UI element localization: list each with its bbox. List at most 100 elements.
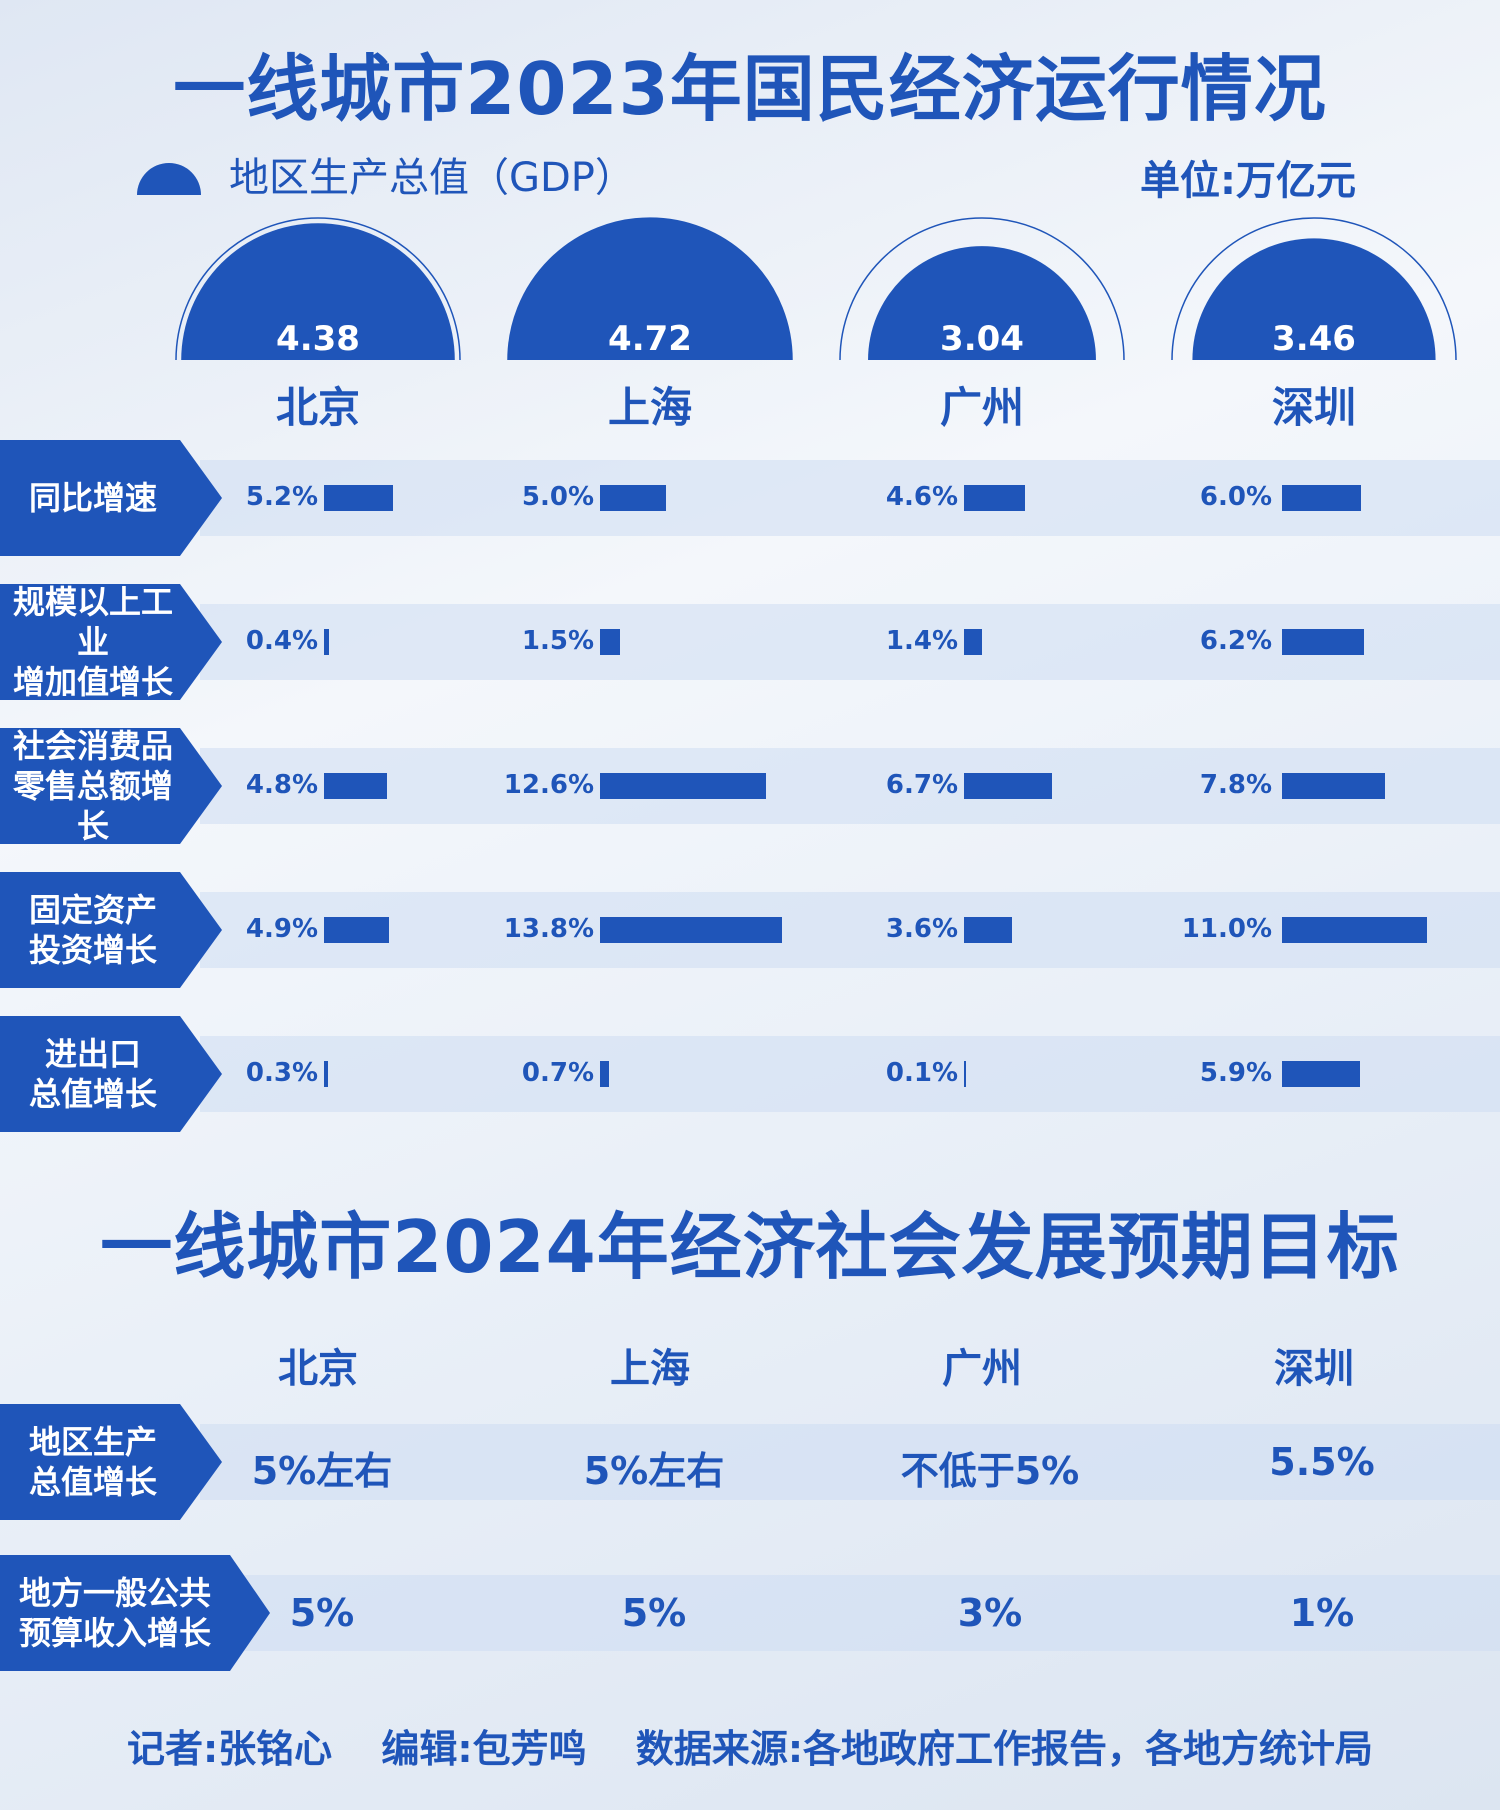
- city-label-0: 北京: [275, 383, 360, 432]
- value-label: 3.6%: [885, 914, 958, 944]
- row-tag-line: 固定资产: [28, 891, 157, 929]
- bar: [964, 917, 1012, 943]
- bar: [1282, 629, 1364, 655]
- row-tag-line: 同比增速: [28, 479, 157, 517]
- bar: [964, 1061, 966, 1087]
- gdp-semicircle-2: [868, 246, 1096, 360]
- gdp-ring-3: [1171, 217, 1457, 361]
- bar: [1282, 773, 1385, 799]
- row-tag-4: 进出口 总值增长: [0, 1016, 222, 1132]
- gdp-semicircle-1: [508, 218, 792, 360]
- value-label: 6.0%: [1199, 482, 1272, 512]
- value-label: 0.1%: [885, 1058, 958, 1088]
- target-tag-line: 地区生产: [28, 1423, 157, 1461]
- target-tag-0: 地区生产 总值增长: [0, 1404, 222, 1520]
- value-label: 4.8%: [245, 770, 318, 800]
- bar: [600, 485, 666, 511]
- gdp-chart: 4.38 4.72 3.04 3.46: [175, 217, 1457, 361]
- row-tag-2: 社会消费品 零售总额增长: [0, 728, 222, 844]
- title-2023: 一线城市2023年国民经济运行情况: [173, 47, 1327, 131]
- target-value: 5%左右: [251, 1449, 393, 1493]
- gdp-ring-0: [175, 217, 461, 361]
- bar: [600, 773, 767, 799]
- value-label: 1.5%: [521, 626, 594, 656]
- target-value: 5%: [621, 1591, 687, 1635]
- target-band-1: [200, 1575, 1500, 1651]
- value-label: 0.7%: [521, 1058, 594, 1088]
- target-band-0: [200, 1424, 1500, 1500]
- row-tag-line: 进出口: [44, 1035, 141, 1073]
- target-tag-line: 地方一般公共: [18, 1574, 211, 1612]
- legend-label: 地区生产总值（GDP）: [229, 155, 635, 201]
- bar: [964, 485, 1025, 511]
- row-tag-0: 同比增速: [0, 440, 222, 556]
- gdp-value-label-1: 4.72: [608, 319, 692, 359]
- value-label: 6.7%: [885, 770, 958, 800]
- data-source: 数据来源:各地政府工作报告，各地方统计局: [635, 1727, 1374, 1771]
- reporter: 记者:张铭心: [126, 1727, 333, 1771]
- bar: [964, 773, 1053, 799]
- bar: [600, 1061, 610, 1087]
- target-city-label-0: 北京: [278, 1346, 358, 1392]
- target-city-label-3: 深圳: [1274, 1346, 1354, 1392]
- value-label: 13.8%: [503, 914, 594, 944]
- bar: [600, 629, 620, 655]
- city-label-3: 深圳: [1271, 383, 1356, 432]
- target-value: 5.5%: [1269, 1440, 1375, 1484]
- value-label: 1.4%: [885, 626, 958, 656]
- value-label: 5.2%: [245, 482, 318, 512]
- value-label: 7.8%: [1199, 770, 1272, 800]
- value-label: 11.0%: [1181, 914, 1272, 944]
- target-tag-line: 总值增长: [28, 1463, 157, 1501]
- title-2024: 一线城市2024年经济社会发展预期目标: [100, 1205, 1400, 1289]
- target-value: 5%: [289, 1591, 355, 1635]
- gdp-value-label-2: 3.04: [940, 319, 1024, 359]
- row-tag-line: 增加值增长: [12, 663, 173, 701]
- value-label: 4.9%: [245, 914, 318, 944]
- value-label: 0.3%: [245, 1058, 318, 1088]
- bar: [1282, 1061, 1360, 1087]
- city-label-2: 广州: [939, 383, 1024, 432]
- bar: [324, 773, 388, 799]
- value-label: 6.2%: [1199, 626, 1272, 656]
- semicircle-icon: [137, 163, 201, 195]
- bar: [600, 917, 783, 943]
- target-value: 1%: [1289, 1591, 1355, 1635]
- value-label: 4.6%: [885, 482, 958, 512]
- bar: [964, 629, 983, 655]
- target-city-label-2: 广州: [942, 1346, 1022, 1392]
- row-tag-line: 零售总额增长: [12, 767, 173, 845]
- value-label: 5.0%: [521, 482, 594, 512]
- bar: [324, 629, 330, 655]
- row-tag-line: 规模以上工业: [12, 583, 173, 661]
- target-tag-line: 预算收入增长: [18, 1614, 211, 1652]
- gdp-semicircle-3: [1192, 238, 1436, 360]
- bar: [324, 485, 393, 511]
- row-tag-line: 总值增长: [28, 1075, 157, 1113]
- row-tag-line: 社会消费品: [12, 727, 173, 765]
- value-label: 0.4%: [245, 626, 318, 656]
- bar: [324, 1061, 328, 1087]
- gdp-legend: 地区生产总值（GDP）: [137, 152, 635, 201]
- gdp-value-label-0: 4.38: [276, 319, 360, 359]
- row-tag-1: 规模以上工业 增加值增长: [0, 584, 222, 700]
- editor: 编辑:包芳鸣: [381, 1727, 587, 1771]
- bar: [324, 917, 389, 943]
- value-label: 5.9%: [1199, 1058, 1272, 1088]
- target-city-label-1: 上海: [610, 1346, 690, 1392]
- target-value: 3%: [957, 1591, 1023, 1635]
- gdp-ring-2: [839, 217, 1125, 361]
- credits: 记者:张铭心 编辑:包芳鸣 数据来源:各地政府工作报告，各地方统计局: [0, 1718, 1500, 1773]
- gdp-value-label-3: 3.46: [1272, 319, 1356, 359]
- row-tag-line: 投资增长: [28, 931, 157, 969]
- target-value: 不低于5%: [900, 1449, 1080, 1493]
- unit-label: 单位:万亿元: [1140, 158, 1356, 204]
- target-tag-1: 地方一般公共 预算收入增长: [0, 1555, 270, 1671]
- city-label-1: 上海: [607, 383, 692, 432]
- value-label: 12.6%: [503, 770, 594, 800]
- row-tag-3: 固定资产 投资增长: [0, 872, 222, 988]
- target-value: 5%左右: [583, 1449, 725, 1493]
- gdp-semicircle-0: [181, 223, 455, 360]
- bar: [1282, 485, 1362, 511]
- bar: [1282, 917, 1428, 943]
